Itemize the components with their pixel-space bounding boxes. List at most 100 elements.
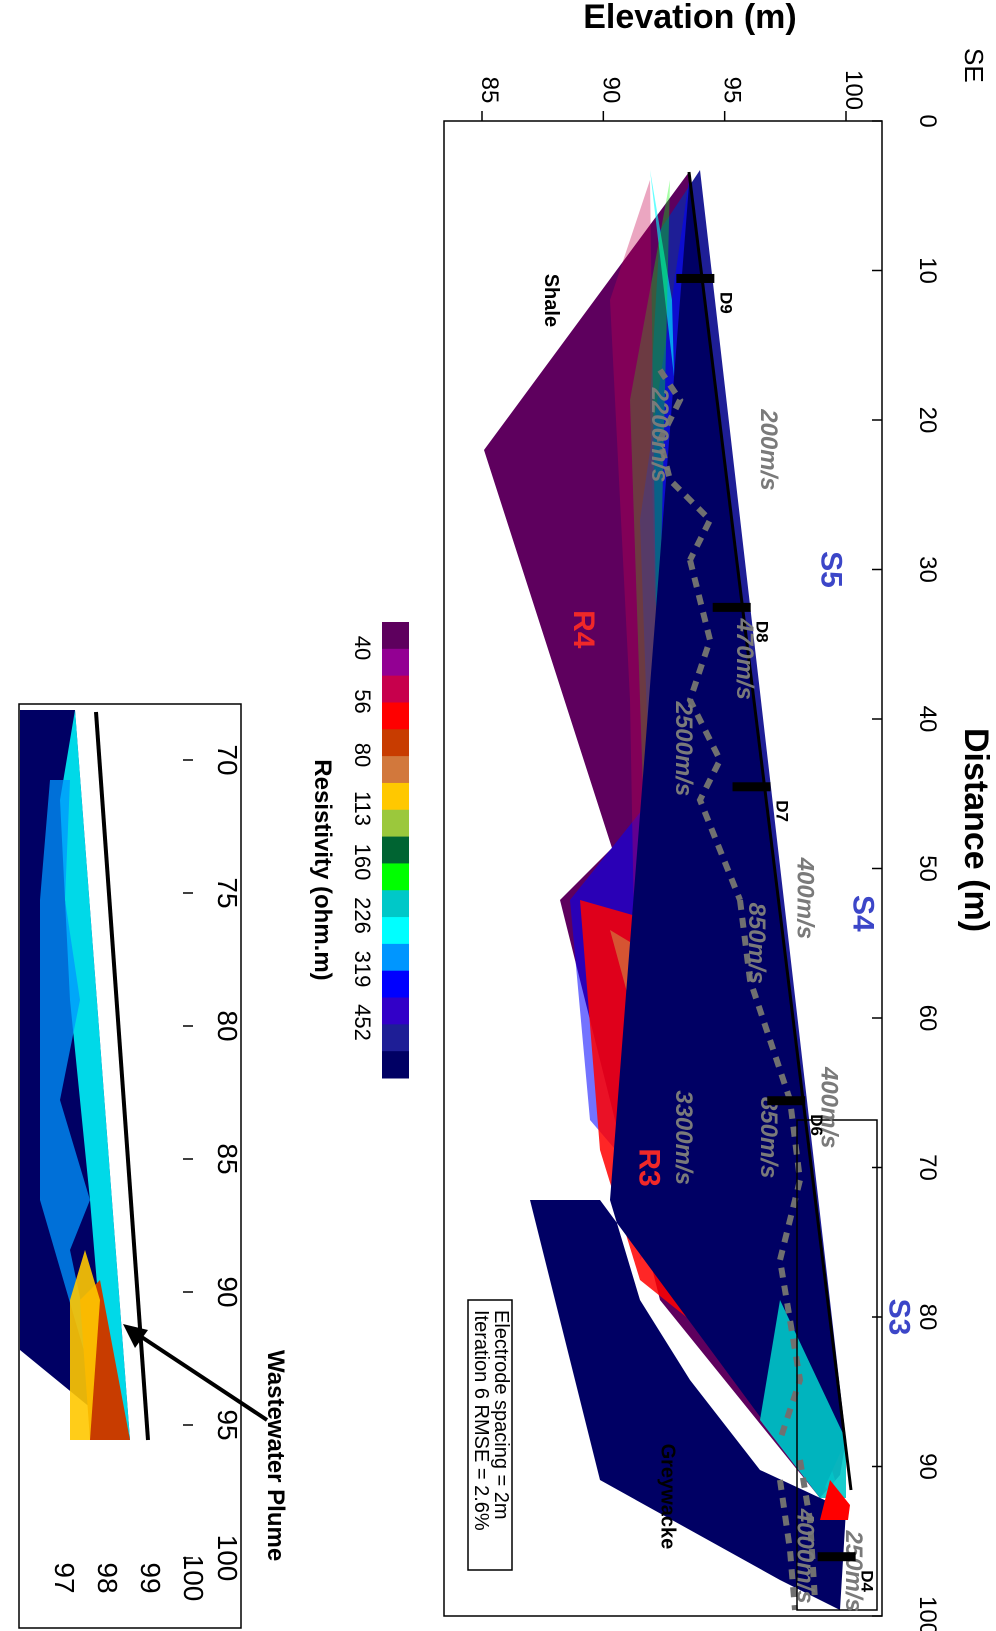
inset-frame (18, 703, 242, 1629)
inset-y-tick-label: 98 (92, 1562, 123, 1593)
surface-line (687, 171, 853, 1491)
colorbar: 40 56 80 113 160 226 319 452 Resistivity (ohm.m… (309, 622, 409, 1079)
colorbar-tick: 56 (350, 689, 375, 713)
colorbar-swatch (382, 970, 409, 999)
velocity-label: 200m/s (755, 408, 782, 490)
colorbar-tick: 319 (350, 951, 375, 988)
colorbar-swatch (382, 729, 409, 757)
colorbar-swatch (382, 1024, 409, 1052)
inset-callout-box (796, 1119, 878, 1611)
plume-arrowhead (123, 1324, 148, 1348)
section-label: S5 (815, 551, 848, 588)
x-tick-label: 10 (914, 257, 941, 284)
y-tick-label: 90 (597, 77, 624, 104)
electrode-markers: D9 D8 D7 D6 D4 (676, 273, 877, 1592)
y-tick-label: 85 (476, 77, 503, 104)
inset-x-tick-label: 95 (212, 1409, 243, 1440)
electrode-marker (817, 1552, 856, 1562)
x-tick-label: 60 (914, 1005, 941, 1032)
rock-label: Shale (540, 274, 562, 327)
info-line-1: Electrode spacing = 2m (490, 1310, 512, 1520)
inset-x-tick-label: 85 (212, 1143, 243, 1174)
colorbar-swatch (382, 622, 409, 650)
inset-chart: 70 75 80 85 90 95 100 100 99 98 97 Wastewater Plu… (18, 703, 289, 1629)
x-tick-label: 0 (914, 114, 941, 127)
velocity-labels: 200m/s 2200m/s 470m/s 2500m/s 400m/s 850m/s 40… (646, 387, 867, 1612)
electrode-label: D8 (753, 621, 772, 643)
colorbar-label: Resistivity (ohm.m) (309, 759, 336, 980)
y-axis-title: Elevation (m) (583, 0, 796, 36)
colorbar-swatch (382, 943, 409, 972)
plume-annotation: Wastewater Plume (262, 1350, 289, 1561)
inset-x-tick-label: 75 (212, 877, 243, 908)
electrode-marker (732, 782, 771, 792)
colorbar-swatch (382, 890, 409, 918)
colorbar-tick: 113 (350, 791, 375, 826)
velocity-label: 850m/s (755, 1097, 782, 1178)
colorbar-swatch (382, 702, 409, 730)
velocity-label: 470m/s (731, 617, 758, 699)
y-tick-label: 100 (840, 70, 867, 110)
inset-y-tick-label: 97 (49, 1562, 80, 1593)
colorbar-swatch (382, 675, 409, 703)
colorbar-swatch (382, 1051, 409, 1079)
x-tick-label: 30 (914, 556, 941, 583)
section-label: R4 (567, 610, 600, 649)
velocity-label: 4000m/s (791, 1508, 818, 1604)
colorbar-tick: 226 (350, 897, 375, 934)
electrode-label: D6 (807, 1114, 826, 1136)
velocity-label: 850m/s (743, 903, 770, 984)
y-tick-label: 95 (719, 77, 746, 104)
x-tick-label: 80 (914, 1304, 941, 1331)
colorbar-swatch (382, 809, 409, 838)
x-tick-labels: 0 10 20 30 40 50 60 70 80 90 100 (914, 114, 941, 1631)
plume-arrow (126, 1326, 269, 1422)
x-tick-label: 50 (914, 855, 941, 882)
colorbar-swatch (382, 917, 409, 945)
inset-x-tick-label: 70 (212, 744, 243, 775)
colorbar-tick: 452 (350, 1004, 375, 1041)
velocity-label: 400m/s (791, 857, 818, 939)
velocity-label: 250m/s (840, 1529, 867, 1611)
electrode-marker (712, 602, 751, 612)
colorbar-swatch (382, 648, 409, 677)
colorbar-swatch (382, 863, 409, 891)
x-tick-label: 90 (914, 1453, 941, 1480)
inset-x-ticks: 70 75 80 85 90 95 100 (183, 744, 243, 1581)
x-tick-label: 40 (914, 706, 941, 733)
info-box: Electrode spacing = 2m Iteration 6 RMSE … (467, 1299, 513, 1571)
velocity-label: 3300m/s (670, 1090, 697, 1185)
plot-frame (443, 120, 883, 1617)
electrode-marker (767, 1096, 806, 1106)
colorbar-tick: 40 (350, 636, 375, 660)
y-tick-marks (481, 111, 847, 121)
inset-y-ticks: 100 99 98 97 (49, 1555, 209, 1602)
info-line-2: Iteration 6 RMSE = 2.6% (470, 1310, 492, 1531)
section-label: S4 (846, 895, 879, 932)
x-tick-label: 100 (914, 1596, 941, 1631)
orientation-label: SE (959, 48, 989, 83)
section-label: R3 (633, 1148, 666, 1186)
colorbar-swatch (382, 997, 409, 1025)
rock-label: Greywacke (657, 1444, 679, 1550)
velocity-label: 400m/s (816, 1066, 843, 1148)
section-label: S3 (883, 1299, 916, 1336)
x-axis-title: Distance (m) (957, 728, 995, 932)
colorbar-swatch (382, 782, 409, 811)
colorbar-swatch (382, 836, 409, 864)
section-labels: S5 S4 S3 R4 R3 (567, 551, 915, 1335)
colorbar-tick: 160 (350, 844, 375, 881)
rock-labels: Shale Greywacke (540, 274, 678, 1550)
inset-y-tick-label: 100 (178, 1555, 209, 1602)
velocity-label: 2200m/s (646, 387, 673, 483)
x-tick-label: 70 (914, 1154, 941, 1181)
inset-x-tick-label: 90 (212, 1276, 243, 1307)
inset-surface-line (94, 711, 150, 1441)
y-tick-labels: 100 95 90 85 (476, 70, 867, 110)
electrode-label: D7 (773, 800, 792, 822)
colorbar-tick: 80 (350, 743, 375, 767)
electrode-label: D4 (858, 1570, 877, 1592)
inset-y-tick-label: 99 (135, 1562, 166, 1593)
electrode-label: D9 (716, 292, 735, 314)
